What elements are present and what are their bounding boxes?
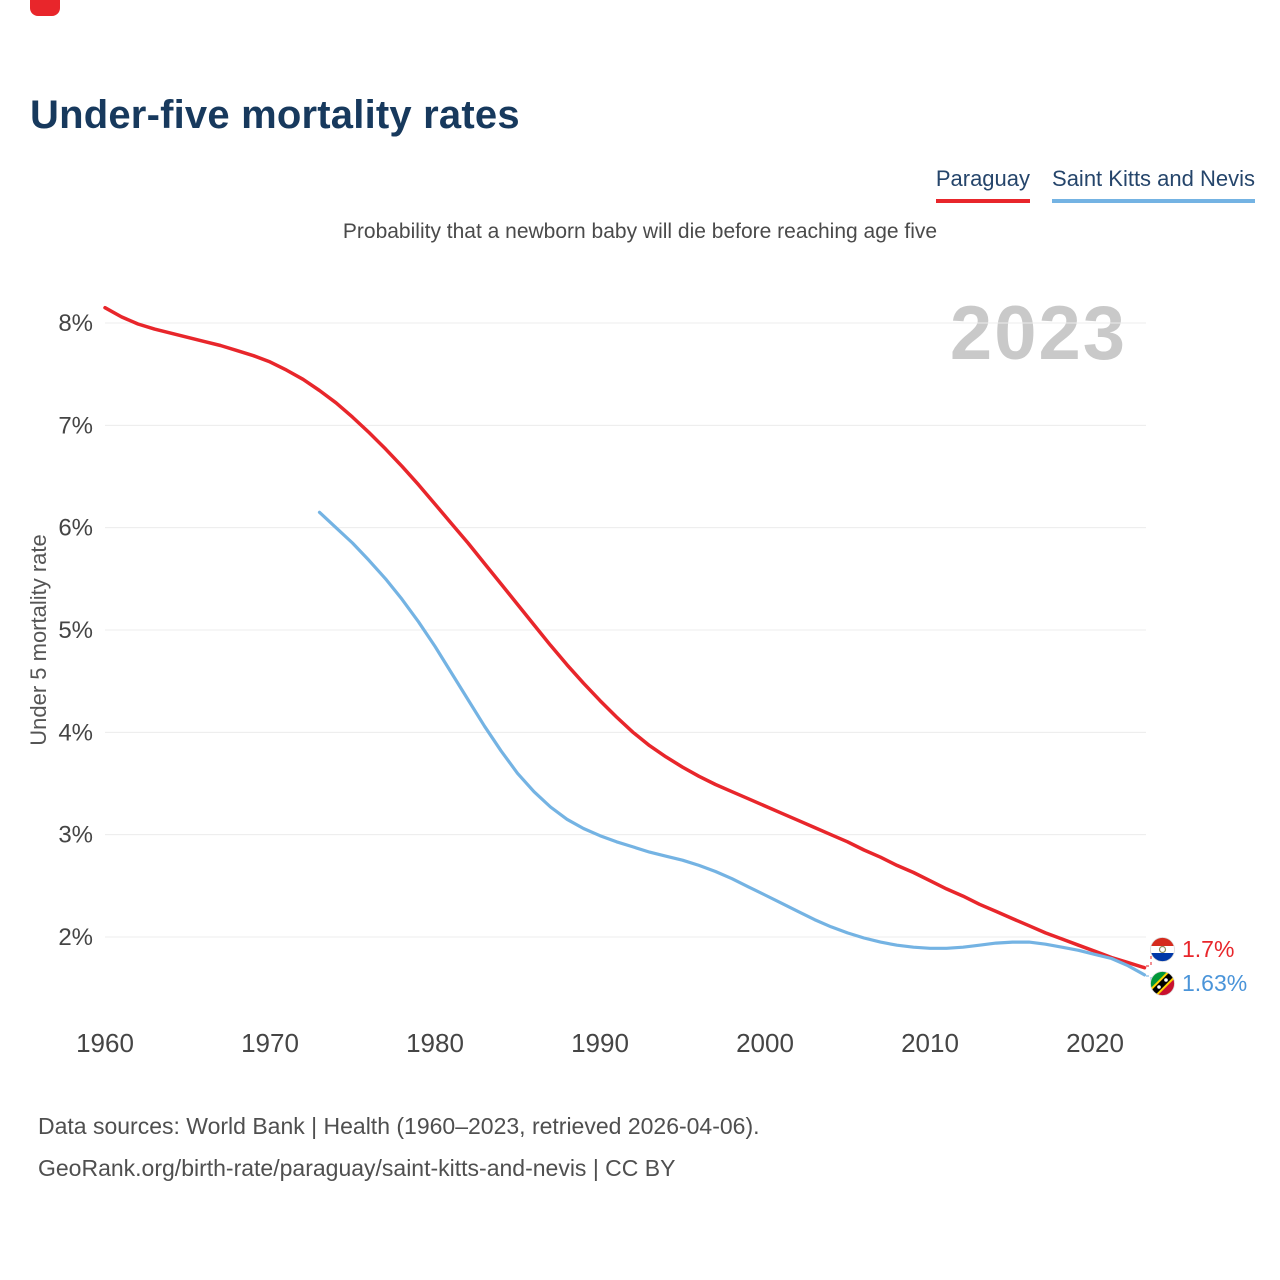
x-tick-label: 1970: [241, 1028, 299, 1058]
y-tick-label: 6%: [58, 515, 93, 542]
page-title: Under-five mortality rates: [30, 93, 520, 137]
y-tick-label: 7%: [58, 412, 93, 439]
saint-kitts-end-value: 1.63%: [1182, 970, 1248, 996]
paraguay-end-label: 1.7%: [1150, 936, 1234, 963]
chart-subtitle: Probability that a newborn baby will die…: [342, 220, 938, 243]
x-tick-label: 1960: [76, 1028, 134, 1058]
saint-kitts-nevis-flag-icon: [1150, 971, 1175, 996]
y-tick-label: 5%: [58, 617, 93, 644]
data-sources: Data sources: World Bank | Health (1960–…: [38, 1105, 760, 1189]
x-tick-label: 2000: [736, 1028, 794, 1058]
x-tick-label: 1980: [406, 1028, 464, 1058]
legend-item-saint-kitts-and-nevis[interactable]: Saint Kitts and Nevis: [1052, 166, 1255, 203]
data-sources-line1: Data sources: World Bank | Health (1960–…: [38, 1113, 760, 1139]
x-tick-label: 1990: [571, 1028, 629, 1058]
saint-kitts-end-label: 1.63%: [1150, 970, 1247, 997]
legend: Paraguay Saint Kitts and Nevis: [935, 166, 1255, 203]
paraguay-end-value: 1.7%: [1182, 936, 1235, 962]
year-watermark: 2023: [949, 291, 1127, 376]
paraguay-line: [103, 305, 1147, 970]
data-sources-line2: GeoRank.org/birth-rate/paraguay/saint-ki…: [38, 1155, 676, 1181]
paraguay-flag-icon: [1150, 937, 1175, 962]
y-tick-label: 2%: [58, 924, 93, 951]
legend-item-paraguay[interactable]: Paraguay: [935, 166, 1031, 203]
y-tick-label: 3%: [58, 822, 93, 849]
y-tick-label: 8%: [58, 310, 93, 337]
x-tick-label: 2020: [1066, 1028, 1124, 1058]
saint-kitts-and-nevis-line: [317, 510, 1147, 977]
partial-logo-mark: [30, 0, 60, 16]
x-tick-label: 2010: [901, 1028, 959, 1058]
y-axis-title: Under 5 mortality rate: [26, 534, 51, 746]
y-tick-label: 4%: [58, 719, 93, 746]
